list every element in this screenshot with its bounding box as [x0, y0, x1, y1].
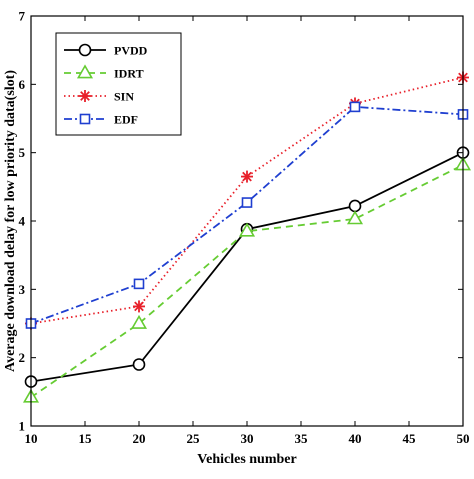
- data-point-idrt: [130, 314, 148, 329]
- data-point-pvdd: [132, 358, 146, 371]
- data-point-edf: [241, 197, 253, 208]
- legend-marker: [79, 90, 91, 102]
- legend-entry-idrt: IDRT: [64, 64, 144, 81]
- square-marker-shape: [133, 278, 145, 290]
- triangle-marker-shape: [76, 64, 94, 79]
- data-point-idrt: [346, 210, 364, 225]
- y-tick-label: 2: [19, 350, 26, 365]
- data-point-sin: [241, 170, 253, 183]
- data-point-idrt: [238, 222, 256, 237]
- legend-entry-edf: EDF: [64, 113, 138, 127]
- x-tick-label: 50: [457, 431, 470, 446]
- series-idrt: [22, 156, 472, 403]
- square-marker-shape: [349, 101, 361, 113]
- legend-marker: [79, 113, 91, 125]
- asterisk-marker-stroke: [80, 91, 90, 101]
- legend-marker: [76, 64, 94, 79]
- asterisk-marker-stroke: [242, 171, 252, 182]
- circle-marker-shape: [132, 358, 146, 371]
- legend-marker: [78, 43, 92, 57]
- series-line-edf: [30, 105, 464, 325]
- y-tick-label: 1: [19, 419, 26, 434]
- y-tick-label: 3: [19, 282, 26, 297]
- legend-label: IDRT: [114, 67, 144, 81]
- x-tick-label: 30: [241, 431, 254, 446]
- y-tick-label: 7: [19, 9, 26, 24]
- data-point-sin: [133, 300, 145, 313]
- legend-label: SIN: [114, 90, 134, 104]
- x-tick-label: 25: [187, 431, 201, 446]
- x-tick-label: 45: [403, 431, 417, 446]
- series-line-sin: [30, 76, 464, 325]
- y-tick-label: 5: [19, 145, 26, 160]
- legend-entry-pvdd: PVDD: [64, 44, 148, 58]
- series-layer: [22, 71, 472, 403]
- x-tick-label: 10: [25, 431, 38, 446]
- x-tick-label: 35: [295, 431, 309, 446]
- triangle-marker-shape: [346, 210, 364, 225]
- legend: PVDD IDRT SIN EDF: [55, 32, 182, 136]
- x-tick-label: 40: [349, 431, 362, 446]
- asterisk-marker-stroke: [134, 301, 144, 312]
- legend-label: EDF: [114, 113, 138, 127]
- square-marker-shape: [79, 113, 91, 125]
- y-tick-label: 4: [19, 214, 26, 229]
- series-line-idrt: [30, 164, 464, 399]
- legend-label: PVDD: [114, 44, 148, 58]
- x-tick-label: 15: [79, 431, 93, 446]
- square-marker-shape: [241, 197, 253, 208]
- data-point-edf: [349, 101, 361, 113]
- data-point-pvdd: [348, 199, 362, 213]
- circle-marker-shape: [78, 43, 92, 57]
- x-tick-label: 20: [133, 431, 146, 446]
- legend-entry-sin: SIN: [64, 90, 134, 104]
- x-axis-title: Vehicles number: [197, 452, 296, 467]
- y-tick-label: 6: [19, 77, 26, 92]
- triangle-marker-shape: [130, 314, 148, 329]
- triangle-marker-shape: [238, 222, 256, 237]
- data-point-edf: [133, 278, 145, 290]
- y-axis-title: Average download delay for low priority …: [3, 70, 18, 372]
- circle-marker-shape: [348, 199, 362, 213]
